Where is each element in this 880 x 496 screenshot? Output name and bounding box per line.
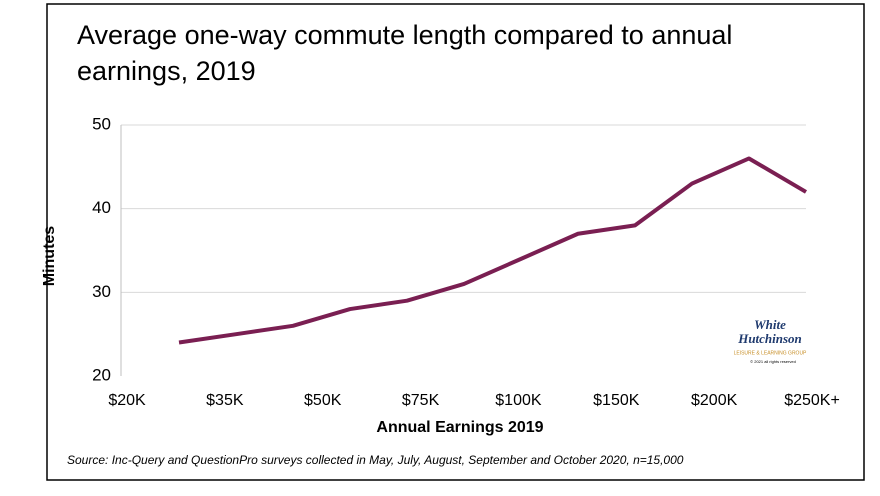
x-tick-label: $35K	[206, 392, 244, 409]
chart-title: Average one-way commute length compared …	[77, 20, 732, 50]
logo-text: Hutchinson	[737, 331, 802, 346]
y-tick-label: 50	[92, 114, 111, 133]
logo-text: White	[754, 317, 786, 332]
y-tick-label: 30	[92, 282, 111, 301]
logo: White Hutchinson LEISURE & LEARNING GROU…	[734, 317, 807, 364]
x-tick-label: $150K	[593, 392, 640, 409]
y-tick-label: 20	[92, 365, 111, 384]
x-tick-label: $75K	[402, 392, 440, 409]
x-tick-label: $200K	[691, 392, 738, 409]
logo-copyright: © 2021 all rights reserved	[750, 359, 796, 364]
chart-title: earnings, 2019	[77, 56, 256, 86]
x-tick-label: $20K	[108, 392, 146, 409]
frame	[46, 3, 865, 481]
logo-tagline: LEISURE & LEARNING GROUP	[734, 350, 807, 356]
y-tick-label: 40	[92, 198, 111, 217]
y-axis-label: Minutes	[41, 226, 58, 287]
x-tick-label: $50K	[304, 392, 342, 409]
x-tick-label: $250K+	[784, 392, 840, 409]
x-axis-label: Annual Earnings 2019	[376, 419, 543, 436]
source: Source: Inc-Query and QuestionPro survey…	[67, 453, 684, 467]
line	[178, 156, 808, 345]
x-tick-label: $100K	[495, 392, 542, 409]
